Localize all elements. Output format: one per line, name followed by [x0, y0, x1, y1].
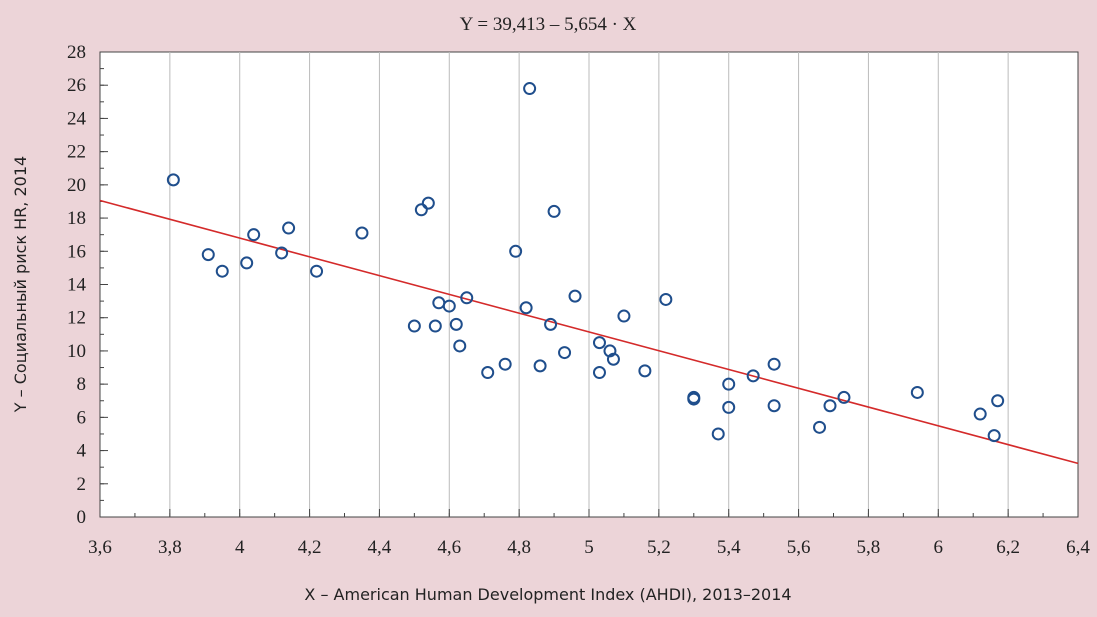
- point: [638, 364, 652, 378]
- x-tick-label: 4,8: [507, 537, 531, 558]
- point: [509, 244, 523, 258]
- point: [201, 248, 215, 262]
- x-tick-label: 5,6: [787, 537, 811, 558]
- point: [544, 317, 558, 331]
- point: [523, 82, 537, 96]
- point: [460, 291, 474, 305]
- y-tick-label: 12: [67, 308, 86, 329]
- point: [592, 336, 606, 350]
- x-tick-label: 5,4: [717, 537, 741, 558]
- point: [275, 246, 289, 260]
- point: [449, 317, 463, 331]
- x-tick-label: 4: [235, 537, 245, 558]
- point: [519, 301, 533, 315]
- chart-title: Y = 39,413 – 5,654 · X: [460, 14, 637, 35]
- x-tick-label: 6,2: [996, 537, 1020, 558]
- x-tick-label: 4,2: [298, 537, 322, 558]
- y-tick-label: 28: [67, 42, 86, 63]
- x-tick-label: 4,4: [368, 537, 392, 558]
- y-tick-label: 16: [67, 241, 86, 262]
- point: [533, 359, 547, 373]
- y-tick-label: 20: [67, 175, 86, 196]
- point: [687, 392, 701, 406]
- point: [310, 264, 324, 278]
- point: [987, 429, 1001, 443]
- point: [813, 420, 827, 434]
- y-tick-label: 18: [67, 208, 86, 229]
- y-tick-label: 14: [67, 275, 87, 296]
- point: [711, 427, 725, 441]
- point: [166, 173, 180, 187]
- y-tick-label: 26: [67, 75, 86, 96]
- point: [823, 399, 837, 413]
- y-tick-label: 24: [67, 108, 87, 129]
- point: [215, 264, 229, 278]
- point: [767, 357, 781, 371]
- point: [428, 319, 442, 333]
- point: [991, 394, 1005, 408]
- y-tick-label: 22: [67, 142, 86, 163]
- y-tick-label: 10: [67, 341, 86, 362]
- point: [240, 256, 254, 270]
- point: [547, 204, 561, 218]
- x-tick-label: 6: [934, 537, 944, 558]
- x-tick-label: 5,2: [647, 537, 671, 558]
- point: [355, 226, 369, 240]
- point: [746, 369, 760, 383]
- x-tick-label: 4,6: [437, 537, 461, 558]
- point: [481, 366, 495, 380]
- point: [910, 385, 924, 399]
- x-tick-label: 5,8: [857, 537, 881, 558]
- point: [453, 339, 467, 353]
- y-tick-label: 4: [77, 441, 87, 462]
- trend-line: [99, 199, 1079, 465]
- y-axis-label: Y – Социальный риск HR, 2014: [11, 156, 30, 413]
- x-tick-label: 6,4: [1066, 537, 1090, 558]
- point: [421, 196, 435, 210]
- y-tick-label: 8: [77, 374, 87, 395]
- point: [414, 203, 428, 217]
- point: [407, 319, 421, 333]
- point: [659, 292, 673, 306]
- point: [247, 228, 261, 242]
- point: [617, 309, 631, 323]
- point: [606, 352, 620, 366]
- y-tick-label: 2: [77, 474, 87, 495]
- x-tick-label: 3,6: [88, 537, 112, 558]
- point: [837, 390, 851, 404]
- point: [973, 407, 987, 421]
- x-tick-label: 3,8: [158, 537, 182, 558]
- point: [498, 357, 512, 371]
- point: [603, 344, 617, 358]
- point: [592, 366, 606, 380]
- point: [442, 299, 456, 313]
- point: [722, 377, 736, 391]
- y-tick-label: 6: [77, 407, 87, 428]
- point: [568, 289, 582, 303]
- point: [558, 346, 572, 360]
- point: [282, 221, 296, 235]
- x-tick-label: 5: [584, 537, 594, 558]
- point: [767, 399, 781, 413]
- point: [722, 400, 736, 414]
- x-axis-label: X – American Human Development Index (AH…: [304, 585, 791, 604]
- y-tick-label: 0: [77, 507, 87, 528]
